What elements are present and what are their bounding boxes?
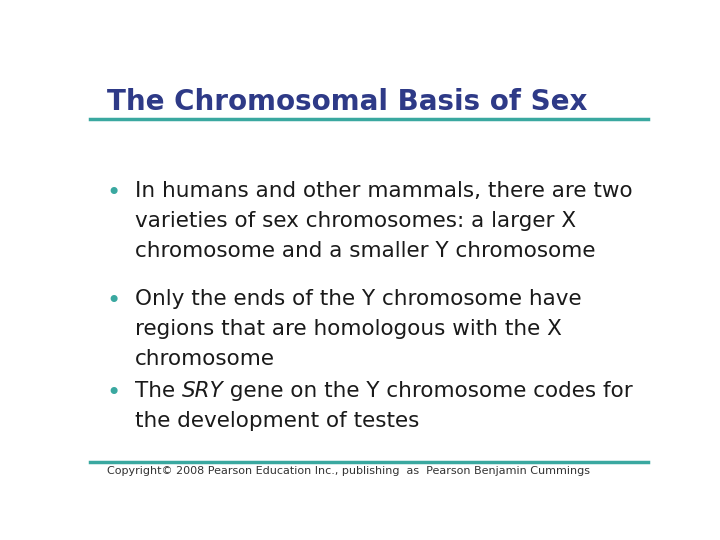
Text: varieties of sex chromosomes: a larger X: varieties of sex chromosomes: a larger X: [135, 211, 576, 231]
Text: In humans and other mammals, there are two: In humans and other mammals, there are t…: [135, 181, 632, 201]
Text: •: •: [107, 181, 121, 205]
Text: regions that are homologous with the X: regions that are homologous with the X: [135, 319, 562, 339]
Text: the development of testes: the development of testes: [135, 411, 419, 431]
Text: Copyright© 2008 Pearson Education Inc., publishing  as  Pearson Benjamin Cumming: Copyright© 2008 Pearson Education Inc., …: [107, 465, 590, 476]
Text: Only the ends of the Y chromosome have: Only the ends of the Y chromosome have: [135, 289, 581, 309]
Text: •: •: [107, 381, 121, 405]
Text: The: The: [135, 381, 181, 401]
Text: SRY: SRY: [181, 381, 223, 401]
Text: chromosome: chromosome: [135, 349, 274, 369]
Text: The Chromosomal Basis of Sex: The Chromosomal Basis of Sex: [107, 87, 587, 116]
Text: •: •: [107, 289, 121, 313]
Text: chromosome and a smaller Y chromosome: chromosome and a smaller Y chromosome: [135, 241, 595, 261]
Text: gene on the Y chromosome codes for: gene on the Y chromosome codes for: [223, 381, 633, 401]
